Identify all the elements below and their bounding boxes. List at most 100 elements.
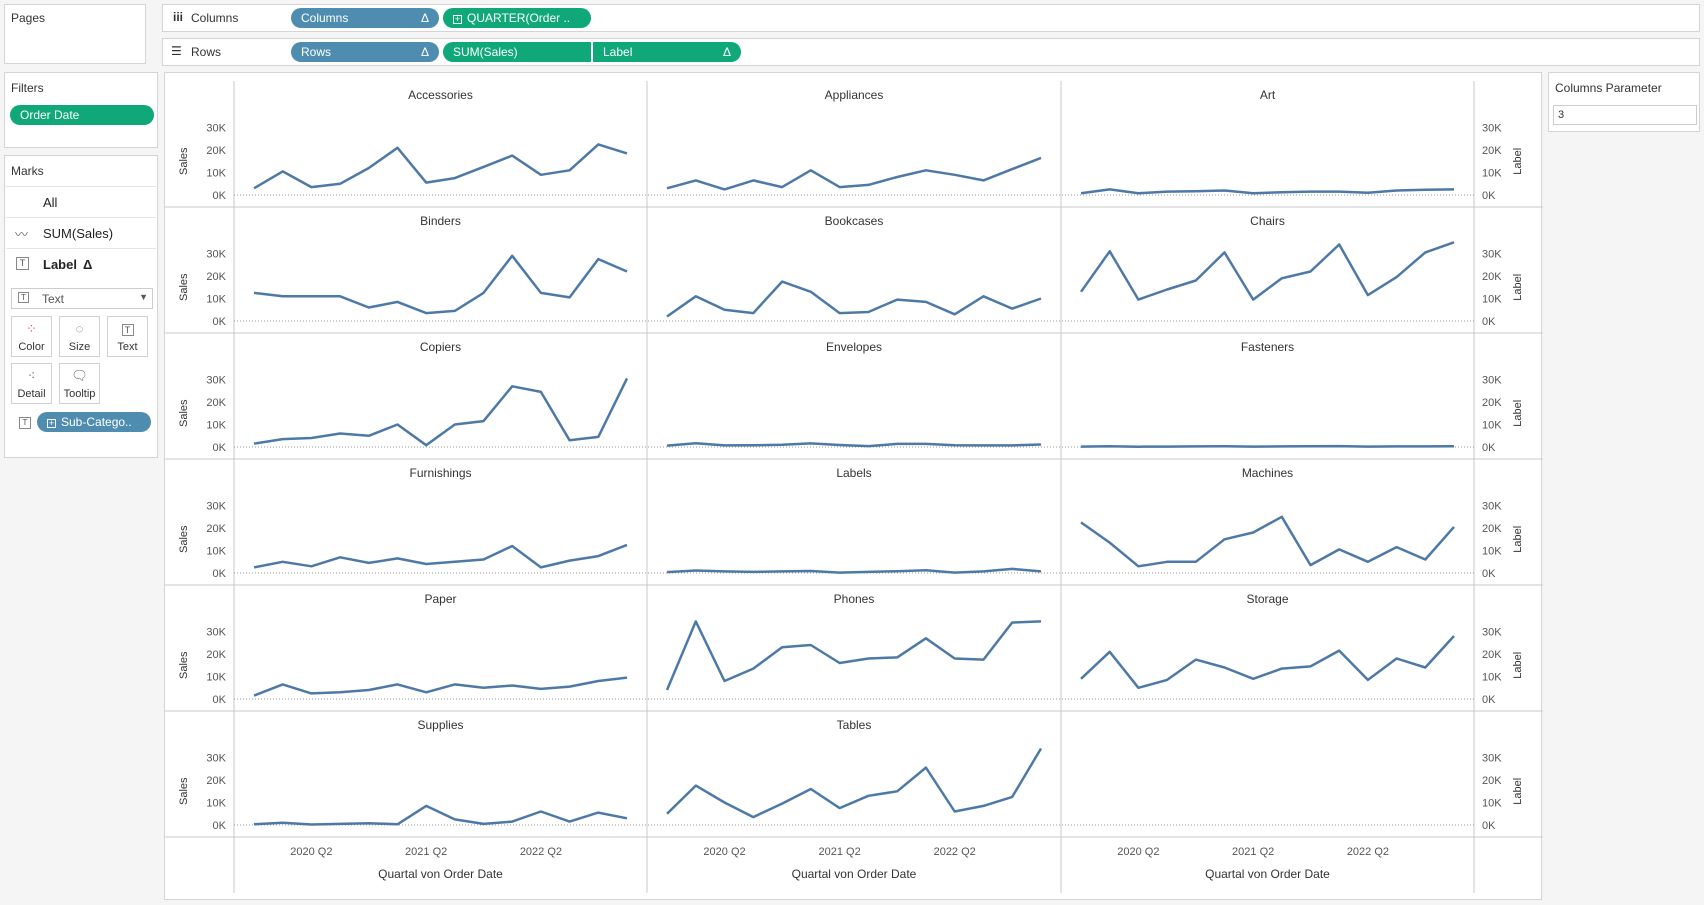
y-tick-left: 10K [206, 546, 226, 558]
pages-title: Pages [11, 11, 46, 25]
y-axis-label-left: Sales [178, 525, 190, 553]
mark-type-dropdown[interactable]: T Text ▼ [11, 288, 153, 309]
rows-shelf[interactable]: ☰ Rows Rows Δ SUM(Sales) Label Δ [162, 38, 1700, 66]
x-tick-label: 2022 Q2 [1347, 846, 1389, 858]
x-tick-label: 2020 Q2 [290, 846, 332, 858]
y-tick-right: 30K [1482, 123, 1502, 135]
tooltip-button[interactable]: 🗨 Tooltip [59, 363, 100, 404]
y-tick-right: 30K [1482, 375, 1502, 387]
y-tick-left: 20K [206, 775, 226, 787]
y-tick-left: 20K [206, 271, 226, 283]
color-button[interactable]: ⁘ Color [11, 316, 52, 357]
color-icon: ⁘ [26, 321, 37, 336]
panel-title: Art [1260, 88, 1276, 102]
color-button-label: Color [18, 341, 45, 353]
series-line [1080, 515, 1455, 568]
columns-shelf[interactable]: iii Columns Columns Δ + QUARTER(Order .. [162, 4, 1700, 32]
detail-pill-text: Sub-Catego.. [61, 415, 132, 429]
panel-title: Paper [424, 592, 456, 606]
x-tick-label: 2022 Q2 [934, 846, 976, 858]
panel-title: Fasteners [1241, 340, 1294, 354]
y-tick-left: 10K [206, 420, 226, 432]
y-tick-right: 0K [1482, 568, 1496, 580]
y-tick-right: 10K [1482, 546, 1502, 558]
y-tick-right: 10K [1482, 420, 1502, 432]
panel-title: Binders [420, 214, 461, 228]
panel-title: Supplies [417, 718, 463, 732]
columns-pill-columns[interactable]: Columns Δ [291, 8, 439, 28]
y-tick-right: 20K [1482, 775, 1502, 787]
rows-pill-rows[interactable]: Rows Δ [291, 42, 439, 62]
panel-title: Tables [837, 718, 872, 732]
marks-all-row[interactable]: All [6, 186, 156, 217]
y-tick-left: 30K [206, 753, 226, 765]
y-tick-left: 0K [213, 568, 227, 580]
y-axis-label-left: Sales [178, 651, 190, 679]
panel-title: Accessories [408, 88, 473, 102]
marks-label-row[interactable]: T Label Δ [6, 248, 156, 279]
series-line [666, 156, 1042, 191]
parameter-card: Columns Parameter 3 [1548, 72, 1700, 132]
series-line [1080, 635, 1455, 690]
y-tick-right: 20K [1482, 271, 1502, 283]
panel-title: Chairs [1250, 214, 1285, 228]
text-button[interactable]: T Text [107, 316, 148, 357]
y-tick-left: 20K [206, 649, 226, 661]
series-line [1079, 241, 1455, 301]
delta-icon: Δ [420, 11, 429, 25]
y-tick-right: 20K [1482, 145, 1502, 157]
marks-sum-sales-row[interactable]: 〰 SUM(Sales) [6, 217, 156, 248]
y-tick-left: 30K [206, 501, 226, 513]
detail-icon: ⁖ [27, 368, 36, 383]
columns-pill-quarter[interactable]: + QUARTER(Order .. [443, 8, 591, 28]
parameter-input[interactable]: 3 [1553, 105, 1697, 125]
columns-pill-text: QUARTER(Order .. [467, 11, 571, 25]
filter-pill-order-date[interactable]: Order Date [10, 105, 154, 125]
detail-button[interactable]: ⁖ Detail [11, 363, 52, 404]
y-tick-right: 20K [1482, 523, 1502, 535]
y-tick-left: 20K [206, 523, 226, 535]
y-tick-left: 10K [206, 798, 226, 810]
text-mark-icon: T [16, 257, 29, 270]
y-tick-left: 30K [206, 627, 226, 639]
series-line [666, 567, 1042, 574]
y-axis-label-right: Label [1512, 652, 1524, 679]
y-axis-label-right: Label [1512, 778, 1524, 805]
series-line [666, 441, 1042, 448]
panel-title: Bookcases [825, 214, 884, 228]
y-tick-right: 30K [1482, 627, 1502, 639]
marks-sum-sales-label: SUM(Sales) [43, 226, 114, 241]
panel-title: Copiers [420, 340, 461, 354]
y-tick-left: 30K [206, 249, 226, 261]
series-line [666, 747, 1043, 819]
y-axis-label-right: Label [1512, 526, 1524, 553]
filters-card: Filters Order Date [4, 72, 158, 148]
size-button-label: Size [68, 341, 91, 353]
x-tick-label: 2021 Q2 [405, 846, 447, 858]
y-tick-left: 0K [213, 820, 227, 832]
rows-pill-sum-sales[interactable]: SUM(Sales) [443, 42, 591, 62]
series-line [253, 377, 629, 447]
x-tick-label: 2022 Q2 [520, 846, 562, 858]
y-tick-right: 10K [1482, 294, 1502, 306]
series-line [253, 804, 628, 826]
y-tick-left: 20K [206, 397, 226, 409]
x-tick-label: 2021 Q2 [1232, 846, 1274, 858]
detail-pill-sub-category[interactable]: + Sub-Catego.. [37, 412, 151, 432]
y-tick-right: 30K [1482, 501, 1502, 513]
expand-plus-icon[interactable]: + [453, 14, 462, 24]
y-tick-right: 0K [1482, 316, 1496, 328]
y-axis-label-left: Sales [178, 147, 190, 175]
y-tick-left: 10K [206, 672, 226, 684]
rows-pill-label[interactable]: Label Δ [593, 42, 741, 62]
size-button[interactable]: ◌ Size [59, 316, 100, 357]
y-axis-label-left: Sales [178, 777, 190, 805]
parameter-value: 3 [1558, 109, 1565, 121]
panel-title: Envelopes [826, 340, 882, 354]
series-line [666, 280, 1042, 318]
series-line [665, 620, 1042, 691]
panel-title: Appliances [825, 88, 884, 102]
x-tick-label: 2020 Q2 [1117, 846, 1159, 858]
pages-card: Pages [4, 4, 146, 64]
y-tick-left: 0K [213, 190, 227, 202]
